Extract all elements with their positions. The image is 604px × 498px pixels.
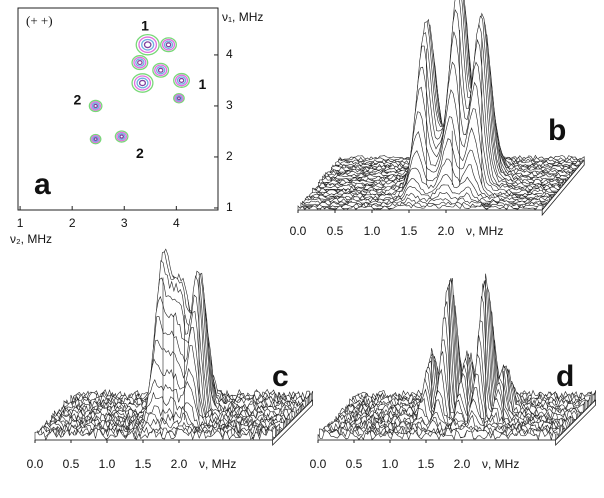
contour-frame bbox=[17, 7, 219, 211]
x-tick-label: 0.0 bbox=[290, 224, 307, 238]
contour-level bbox=[90, 101, 102, 111]
x-axis-label: ν, MHz bbox=[199, 457, 236, 471]
contour-level bbox=[176, 76, 187, 85]
contour-level bbox=[152, 62, 170, 78]
x-tick-label: 1.0 bbox=[382, 457, 399, 471]
contour-level bbox=[174, 74, 189, 87]
contour-level bbox=[92, 136, 99, 143]
panel-label: d bbox=[556, 360, 574, 393]
contour-level bbox=[133, 75, 152, 91]
spot-label: 1 bbox=[198, 76, 206, 92]
spot-label: 2 bbox=[136, 145, 144, 161]
panel-label: b bbox=[548, 114, 566, 147]
x-tick-label: 0.0 bbox=[310, 457, 327, 471]
contour-level bbox=[157, 67, 164, 73]
contour-level bbox=[138, 79, 147, 87]
contour-level bbox=[117, 133, 126, 141]
contour-level bbox=[143, 41, 152, 49]
contour-level bbox=[116, 131, 128, 142]
contour-level bbox=[135, 58, 145, 67]
contour-level bbox=[90, 134, 101, 144]
y-tick-label: 1 bbox=[226, 200, 233, 214]
x-tick-label: 0.0 bbox=[27, 457, 44, 471]
base-plane-edge bbox=[318, 399, 596, 446]
x-tick-label: 4 bbox=[173, 216, 180, 230]
y-axis-label: ν₁, MHz bbox=[222, 10, 263, 24]
contour-level bbox=[154, 64, 168, 77]
contour-level bbox=[91, 102, 100, 110]
x-tick-label: 1.5 bbox=[418, 457, 435, 471]
x-tick-label: 1.5 bbox=[401, 224, 418, 238]
contour-level bbox=[141, 38, 155, 51]
contour-level bbox=[178, 77, 185, 84]
x-tick-label: 1.0 bbox=[364, 224, 381, 238]
spot-label: 2 bbox=[73, 92, 81, 108]
contour-level bbox=[89, 133, 102, 145]
contour-level bbox=[161, 38, 176, 51]
wireframe-slice bbox=[330, 351, 569, 429]
wireframe-slice bbox=[309, 116, 555, 197]
contour-level bbox=[119, 134, 125, 139]
contour-level bbox=[175, 95, 183, 102]
spot-label: 1 bbox=[141, 18, 149, 34]
contour-level bbox=[131, 55, 149, 71]
contour-level bbox=[176, 96, 182, 101]
x-tick-label: 1 bbox=[17, 216, 24, 230]
x-tick-label: 2 bbox=[69, 216, 76, 230]
y-tick-label: 4 bbox=[226, 47, 233, 61]
x-tick-label: 2.0 bbox=[454, 457, 471, 471]
panel-label: a bbox=[34, 168, 51, 201]
contour-level bbox=[114, 130, 129, 143]
contour-level bbox=[88, 99, 103, 113]
contour-level bbox=[131, 73, 154, 93]
contour-level bbox=[173, 72, 191, 88]
annotation: (+ +) bbox=[26, 13, 53, 28]
contour-level bbox=[155, 66, 166, 75]
x-tick-label: 1.0 bbox=[99, 457, 116, 471]
panel-label: c bbox=[272, 360, 289, 393]
contour-level bbox=[173, 93, 185, 104]
contour-level bbox=[135, 33, 160, 56]
x-tick-label: 3 bbox=[121, 216, 128, 230]
y-tick-label: 2 bbox=[226, 149, 233, 163]
x-axis-label: ν, MHz bbox=[466, 224, 503, 238]
contour-level bbox=[93, 137, 98, 142]
wireframe-slice bbox=[301, 191, 547, 206]
contour-level bbox=[93, 103, 99, 109]
contour-level bbox=[138, 36, 158, 54]
base-plane-edge bbox=[35, 399, 313, 446]
wireframe-slice bbox=[306, 158, 552, 200]
x-tick-label: 0.5 bbox=[327, 224, 344, 238]
x-tick-label: 2.0 bbox=[438, 224, 455, 238]
wireframe-slice bbox=[34, 428, 273, 441]
x-tick-label: 0.5 bbox=[63, 457, 80, 471]
x-axis-label: ν₂, MHz bbox=[10, 232, 52, 246]
contour-level bbox=[174, 94, 184, 103]
y-tick-label: 3 bbox=[226, 98, 233, 112]
wireframe-slice bbox=[297, 203, 543, 211]
contour-level bbox=[163, 40, 174, 49]
wireframe-slice bbox=[317, 429, 556, 441]
x-axis-label: ν, MHz bbox=[482, 457, 519, 471]
contour-level bbox=[137, 60, 143, 66]
x-tick-label: 2.0 bbox=[171, 457, 188, 471]
base-plane-edge bbox=[298, 159, 585, 217]
x-tick-label: 1.5 bbox=[135, 457, 152, 471]
contour-level bbox=[165, 42, 172, 48]
contour-level bbox=[160, 37, 177, 53]
contour-level bbox=[133, 56, 147, 69]
contour-level bbox=[136, 77, 149, 89]
x-tick-label: 0.5 bbox=[346, 457, 363, 471]
